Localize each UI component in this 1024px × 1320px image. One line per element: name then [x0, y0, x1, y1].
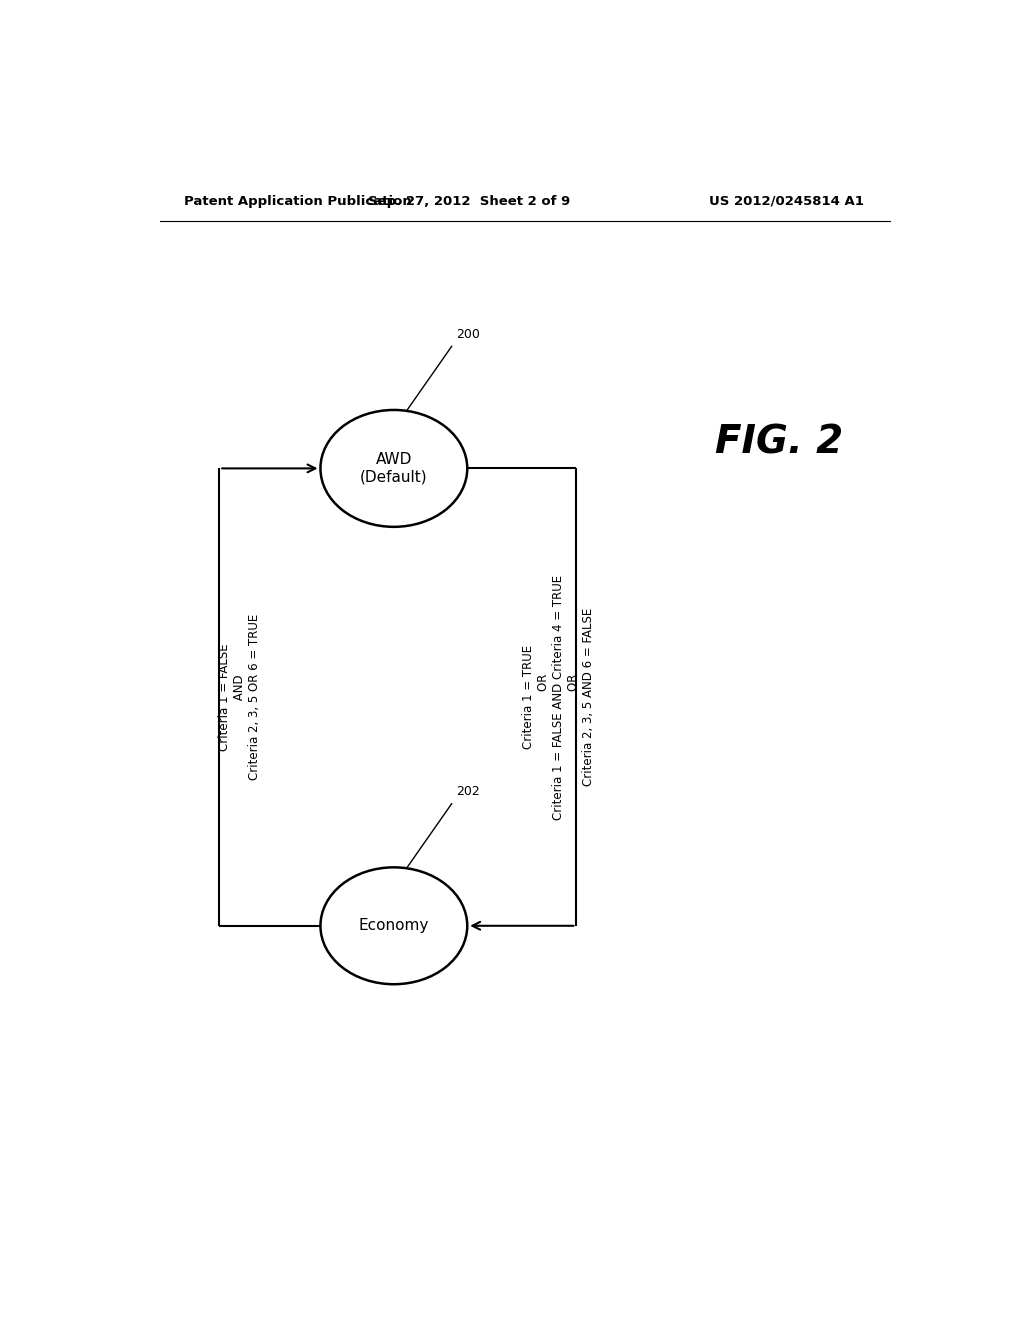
Text: 200: 200 — [456, 327, 479, 341]
Text: Sep. 27, 2012  Sheet 2 of 9: Sep. 27, 2012 Sheet 2 of 9 — [368, 194, 570, 207]
Text: FIG. 2: FIG. 2 — [715, 424, 844, 462]
Text: AWD
(Default): AWD (Default) — [360, 453, 428, 484]
Ellipse shape — [321, 867, 467, 985]
Text: 202: 202 — [456, 785, 479, 799]
Text: Criteria 1 = TRUE
        OR
Criteria 1 = FALSE AND Criteria 4 = TRUE
        OR: Criteria 1 = TRUE OR Criteria 1 = FALSE … — [522, 574, 595, 820]
Text: Patent Application Publication: Patent Application Publication — [183, 194, 412, 207]
Text: Economy: Economy — [358, 919, 429, 933]
Text: Criteria 1 = FALSE
     AND
Criteria 2, 3, 5 OR 6 = TRUE: Criteria 1 = FALSE AND Criteria 2, 3, 5 … — [218, 614, 260, 780]
Text: US 2012/0245814 A1: US 2012/0245814 A1 — [710, 194, 864, 207]
Ellipse shape — [321, 411, 467, 527]
